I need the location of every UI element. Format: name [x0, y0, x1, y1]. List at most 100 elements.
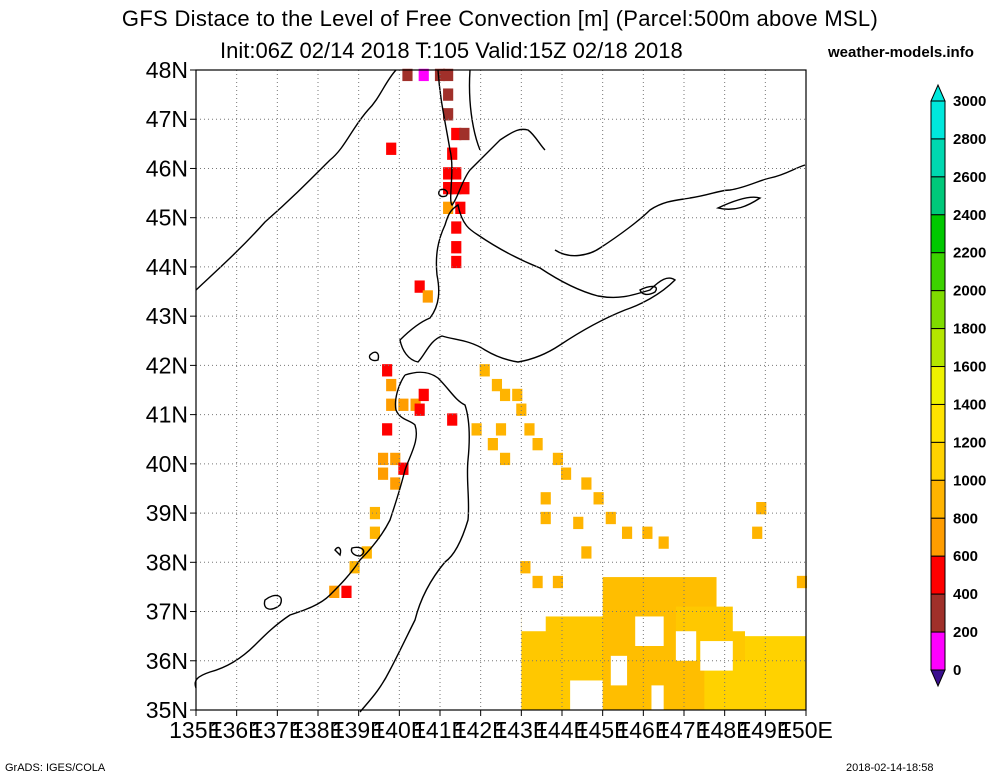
- colorbar-label: 1400: [953, 396, 986, 413]
- field-cell: [341, 585, 352, 598]
- field-cell: [443, 201, 454, 214]
- field-cell: [516, 403, 527, 416]
- lon-label: 149E: [738, 717, 792, 743]
- island-coastline: [368, 351, 380, 362]
- field-cell: [377, 452, 389, 466]
- field-cell: [752, 526, 763, 539]
- graticule: [196, 70, 806, 710]
- field-cell: [443, 167, 454, 180]
- field-cell: [443, 182, 454, 195]
- field-cell: [451, 241, 462, 254]
- lat-label: 37N: [146, 599, 188, 625]
- field-cell: [398, 462, 409, 475]
- field-gap: [732, 601, 766, 632]
- colorbar-swatch: [930, 441, 946, 481]
- field-cell: [451, 255, 462, 269]
- lon-label: 150E: [779, 717, 833, 743]
- lat-label: 43N: [146, 303, 188, 329]
- colorbar-label: 400: [953, 586, 978, 603]
- field-cell: [560, 467, 572, 480]
- colorbar-label: 200: [953, 624, 978, 641]
- field-cell: [455, 201, 466, 214]
- field-cell: [443, 88, 454, 101]
- field-cell: [398, 398, 409, 411]
- field-gap: [570, 680, 603, 710]
- lat-label: 40N: [146, 451, 188, 477]
- colorbar: 0 200 400 600 800 1000 1200 1400 1600 1800 2000 220…: [930, 83, 986, 688]
- field-cell: [642, 526, 653, 539]
- colorbar-min-arrow: [930, 669, 946, 688]
- field-cell: [593, 492, 604, 505]
- field-cell: [382, 364, 393, 377]
- field-gap: [521, 611, 546, 632]
- colorbar-label: 0: [953, 662, 961, 679]
- field-cell: [540, 511, 551, 525]
- field-cell: [382, 423, 393, 436]
- field-cell: [552, 452, 564, 466]
- field-cell: [402, 68, 413, 82]
- lon-label: 147E: [657, 717, 711, 743]
- colorbar-label: 800: [953, 510, 978, 527]
- field-cell: [524, 423, 535, 436]
- colorbar-swatch: [930, 214, 946, 254]
- coastline-layer: [194, 69, 806, 713]
- lat-label: 41N: [146, 402, 188, 428]
- colorbar-swatch: [930, 479, 946, 519]
- island-coastline: [334, 546, 342, 557]
- field-cell: [512, 388, 523, 402]
- field-cell: [418, 68, 429, 82]
- field-cell: [377, 467, 389, 480]
- field-cell: [532, 575, 543, 589]
- colorbar-label: 2600: [953, 169, 986, 186]
- field-cell: [451, 182, 462, 195]
- lat-label: 36N: [146, 648, 188, 674]
- field-cell: [459, 127, 470, 141]
- chart-subtitle: Init:06Z 02/14 2018 T:105 Valid:15Z 02/1…: [220, 38, 683, 63]
- colorbar-swatch: [930, 290, 946, 330]
- colorbar-swatch: [930, 593, 946, 633]
- colorbar-swatch: [930, 138, 946, 178]
- colorbar-swatch: [930, 631, 946, 671]
- hokkaido-coastline: [399, 203, 677, 363]
- field-cell: [447, 413, 458, 426]
- field-cell: [487, 438, 498, 451]
- map-frame: [195, 69, 807, 711]
- field-cell: [422, 290, 433, 303]
- field-cell: [581, 477, 592, 490]
- field-cell: [532, 438, 543, 451]
- lon-label: 144E: [535, 717, 589, 743]
- colorbar-swatch: [930, 366, 946, 405]
- field-cell: [491, 378, 503, 392]
- brand-label: weather-models.info: [828, 44, 974, 61]
- colorbar-label: 1800: [953, 321, 986, 338]
- field-cell: [499, 388, 511, 402]
- lon-label: 143E: [494, 717, 548, 743]
- field-cell: [414, 280, 425, 293]
- colorbar-label: 1600: [953, 359, 986, 376]
- colorbar-swatch: [930, 403, 946, 443]
- field-cell: [658, 536, 669, 549]
- lon-label: 142E: [454, 717, 508, 743]
- field-cell: [390, 452, 401, 466]
- field-cell: [451, 221, 462, 234]
- island-coastline: [350, 546, 365, 557]
- field-cell: [451, 127, 462, 141]
- field-cell: [621, 526, 633, 539]
- footer-timestamp: 2018-02-14-18:58: [846, 762, 934, 774]
- lat-label: 48N: [146, 57, 188, 83]
- lon-label: 136E: [210, 717, 264, 743]
- lon-label: 138E: [291, 717, 345, 743]
- field-cell: [540, 492, 551, 505]
- kuril-coastline: [554, 164, 806, 257]
- field-cell: [471, 423, 482, 436]
- colorbar-swatch: [930, 176, 946, 216]
- island-coastline: [715, 196, 762, 210]
- field-gap: [675, 631, 697, 661]
- lat-label: 47N: [146, 106, 188, 132]
- field-cell: [369, 506, 381, 520]
- colorbar-label: 1200: [953, 434, 986, 451]
- latitude-labels: 35N 36N 37N 38N 39N 40N 41N 42N 43N 44N 45N 46N 47N 4…: [146, 57, 196, 723]
- asia-coastline: [195, 69, 397, 291]
- island-coastline: [438, 188, 449, 198]
- lon-label: 139E: [332, 717, 386, 743]
